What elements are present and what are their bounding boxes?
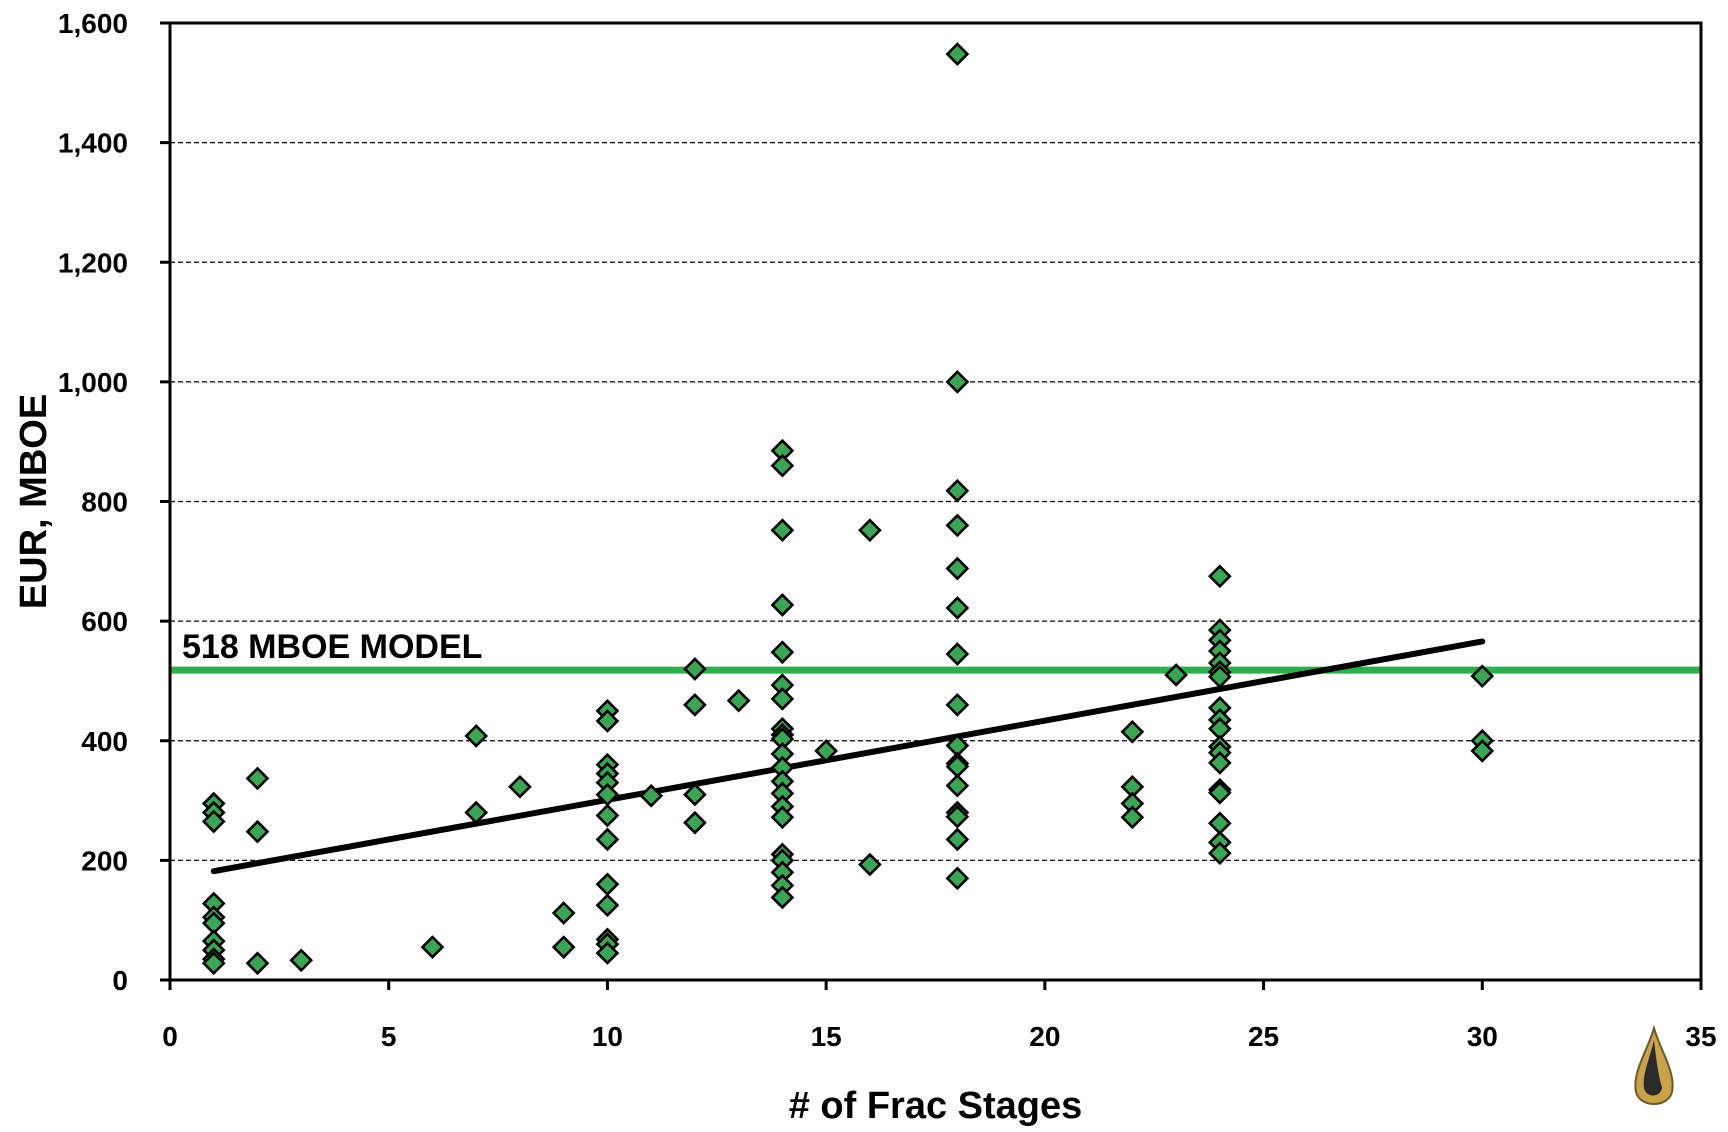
data-point: [1207, 780, 1232, 805]
data-point: [1207, 841, 1232, 866]
y-tick-label: 1,400: [58, 128, 128, 159]
data-point: [245, 951, 270, 976]
x-tick-label: 5: [381, 1021, 397, 1052]
reference-line-group: 518 MBOE MODEL: [170, 628, 1701, 674]
x-axis-title: # of Frac Stages: [789, 1085, 1083, 1127]
data-point: [464, 724, 489, 748]
data-point: [1207, 664, 1232, 689]
data-point: [770, 593, 795, 617]
reference-line-label: 518 MBOE MODEL: [182, 628, 482, 666]
data-point: [595, 803, 620, 828]
y-tick-label: 400: [81, 726, 128, 757]
data-point: [1164, 663, 1188, 687]
data-point: [595, 941, 620, 965]
data-point: [595, 709, 620, 733]
data-point: [770, 885, 795, 910]
y-tick-label: 1,600: [58, 8, 128, 39]
data-point: [551, 901, 576, 925]
x-tick-label: 25: [1248, 1021, 1279, 1052]
data-point: [770, 453, 795, 478]
data-point: [1120, 719, 1145, 744]
data-point: [1207, 751, 1232, 775]
logo: [1634, 1024, 1674, 1105]
data-point: [770, 640, 795, 665]
data-point: [945, 42, 970, 66]
data-point: [595, 827, 620, 852]
x-axis-ticks: 0 5 10 15 20 25 30 35: [162, 980, 1717, 1052]
data-point: [683, 693, 707, 717]
y-tick-label: 1,200: [58, 247, 128, 278]
y-tick-label: 0: [112, 965, 128, 996]
y-tick-label: 1,000: [58, 367, 128, 398]
data-point: [1120, 805, 1145, 830]
y-axis-title: EUR, MBOE: [13, 394, 55, 609]
y-tick-label: 600: [81, 606, 128, 637]
trend-line: [210, 638, 1486, 875]
data-point: [1470, 739, 1495, 763]
data-point: [945, 370, 970, 394]
data-point: [945, 596, 970, 620]
data-point: [201, 809, 226, 834]
data-point: [814, 739, 838, 763]
data-point: [1207, 811, 1232, 836]
x-tick-label: 30: [1467, 1021, 1498, 1052]
data-point: [595, 872, 620, 897]
data-point: [858, 518, 882, 543]
data-point: [464, 800, 489, 825]
data-point: [508, 774, 532, 799]
y-tick-label: 200: [81, 845, 128, 876]
data-point: [245, 766, 270, 791]
data-point: [683, 657, 707, 681]
x-tick-label: 15: [811, 1021, 842, 1052]
x-tick-label: 20: [1029, 1021, 1060, 1052]
data-point: [420, 935, 445, 959]
data-point: [1470, 664, 1495, 688]
data-point: [945, 827, 970, 852]
data-point: [551, 935, 576, 959]
data-point: [683, 810, 707, 835]
data-point: [945, 513, 970, 538]
data-point: [770, 805, 795, 830]
x-tick-label: 10: [592, 1021, 623, 1052]
data-point: [595, 893, 620, 918]
data-point: [289, 948, 314, 973]
x-tick-label: 35: [1685, 1021, 1716, 1052]
y-axis-ticks: 0 200 400 600 800 1,000 1,200 1,400 1,600: [58, 8, 170, 996]
data-point: [1207, 564, 1232, 589]
data-point: [945, 773, 970, 798]
data-point: [945, 642, 970, 666]
data-point: [639, 783, 664, 808]
trend-line-group: [210, 638, 1486, 875]
data-point: [770, 687, 795, 711]
data-point: [245, 819, 270, 844]
data-point: [858, 852, 882, 877]
data-point: [770, 518, 795, 543]
data-point: [945, 478, 970, 503]
data-points: [201, 42, 1495, 976]
y-tick-label: 800: [81, 487, 128, 518]
data-point: [683, 782, 707, 807]
gridlines: [170, 142, 1701, 861]
data-point: [945, 693, 970, 717]
x-tick-label: 0: [162, 1021, 178, 1052]
data-point: [726, 688, 751, 713]
data-point: [945, 866, 970, 891]
data-point: [945, 556, 970, 581]
data-point: [201, 951, 226, 976]
data-point: [945, 804, 970, 829]
